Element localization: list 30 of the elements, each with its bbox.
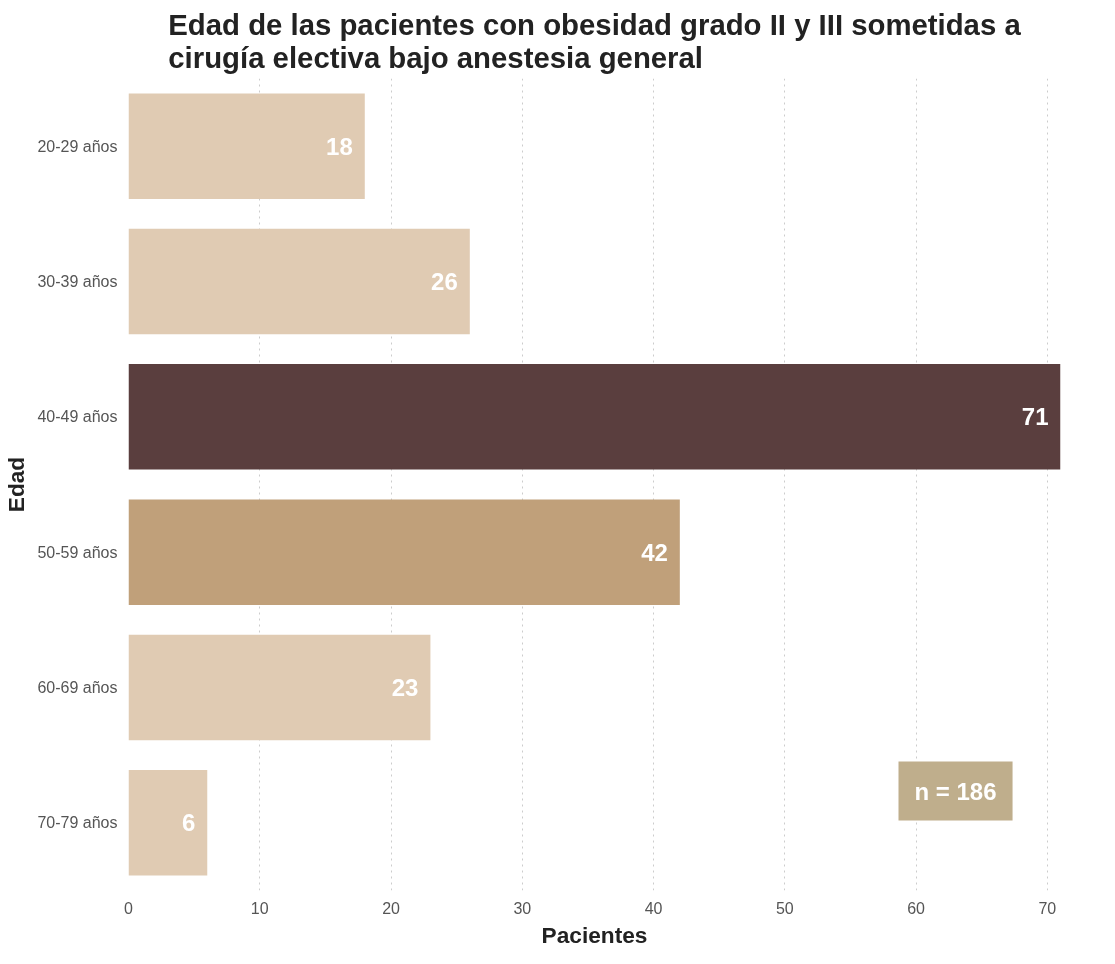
x-tick-label: 70 bbox=[1038, 899, 1057, 917]
data-label: 26 bbox=[431, 268, 458, 295]
y-tick-label: 60-69 años bbox=[37, 679, 118, 696]
bar bbox=[128, 770, 208, 876]
y-tick-label: 20-29 años bbox=[37, 137, 118, 155]
x-tick-label: 30 bbox=[513, 899, 532, 917]
data-label: 23 bbox=[391, 674, 419, 701]
bar bbox=[128, 634, 431, 741]
data-label: 42 bbox=[641, 538, 668, 566]
x-tick-label: 10 bbox=[250, 899, 269, 917]
x-tick-label: 50 bbox=[775, 899, 794, 917]
data-label: 6 bbox=[181, 809, 196, 837]
y-axis-title: Edad bbox=[3, 456, 30, 513]
x-tick-label: 0 bbox=[124, 899, 134, 917]
chart-title: Edad de las pacientes con obesidad grado II y III sometidas a cirugía electiva bajo anestesia general bbox=[168, 7, 1022, 74]
x-axis-title: Pacientes bbox=[541, 921, 648, 948]
data-label: 71 bbox=[1021, 403, 1049, 431]
y-tick-label: 50-59 años bbox=[37, 543, 118, 561]
bar bbox=[128, 93, 365, 199]
bar bbox=[128, 364, 1061, 470]
y-tick-label: 40-49 años bbox=[37, 408, 118, 426]
y-tick-label: 30-39 años bbox=[37, 273, 118, 290]
data-label: 18 bbox=[326, 132, 353, 160]
bar bbox=[128, 228, 470, 335]
x-tick-label: 60 bbox=[907, 899, 926, 917]
y-tick-label: 70-79 años bbox=[37, 814, 118, 832]
annotation: n = 186 bbox=[914, 777, 997, 805]
x-tick-label: 20 bbox=[382, 899, 401, 917]
x-tick-label: 40 bbox=[644, 899, 663, 917]
bar bbox=[128, 499, 680, 605]
